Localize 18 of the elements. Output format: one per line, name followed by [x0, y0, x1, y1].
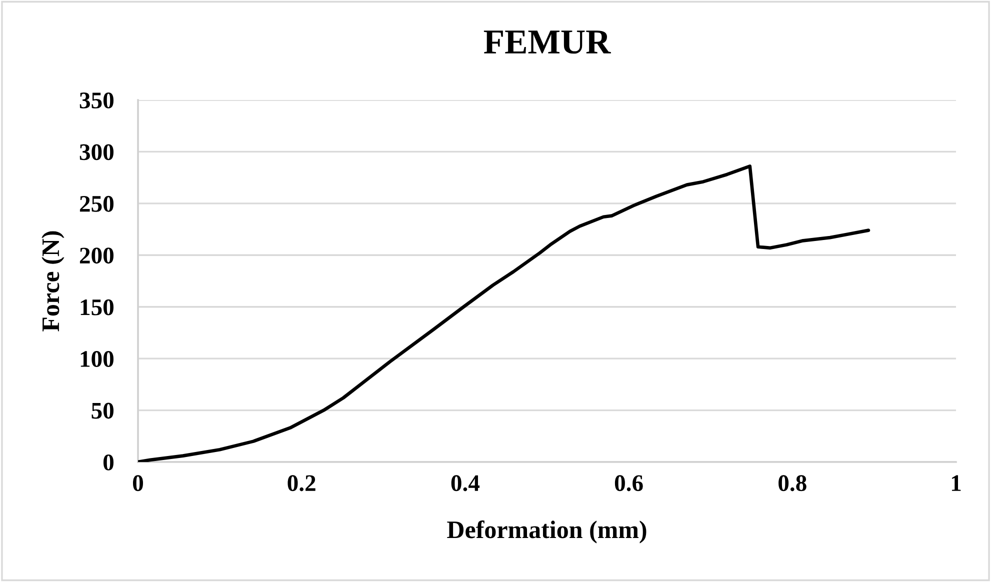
x-tick-label: 0.6	[614, 475, 643, 492]
x-axis-title: Deformation (mm)	[447, 520, 646, 544]
x-tick-label: 1	[952, 475, 961, 491]
y-tick-label: 300	[80, 144, 114, 160]
line-series	[138, 164, 870, 462]
x-tick-label: 0.8	[778, 475, 806, 492]
x-tick-label: 0	[132, 475, 144, 492]
x-tick-label: 0.2	[288, 475, 316, 492]
y-tick-label: 350	[80, 92, 114, 108]
x-tick-label: 0.4	[451, 475, 480, 492]
y-tick-label: 250	[80, 196, 114, 212]
chart-title: FEMUR	[484, 30, 611, 54]
y-tick-label: 150	[80, 299, 114, 316]
y-axis-title: Force (N)	[42, 231, 64, 332]
y-tick-label: 50	[92, 402, 114, 419]
y-tick-label: 200	[80, 248, 114, 264]
y-tick-label: 0	[103, 454, 114, 470]
y-tick-label: 100	[80, 351, 114, 367]
